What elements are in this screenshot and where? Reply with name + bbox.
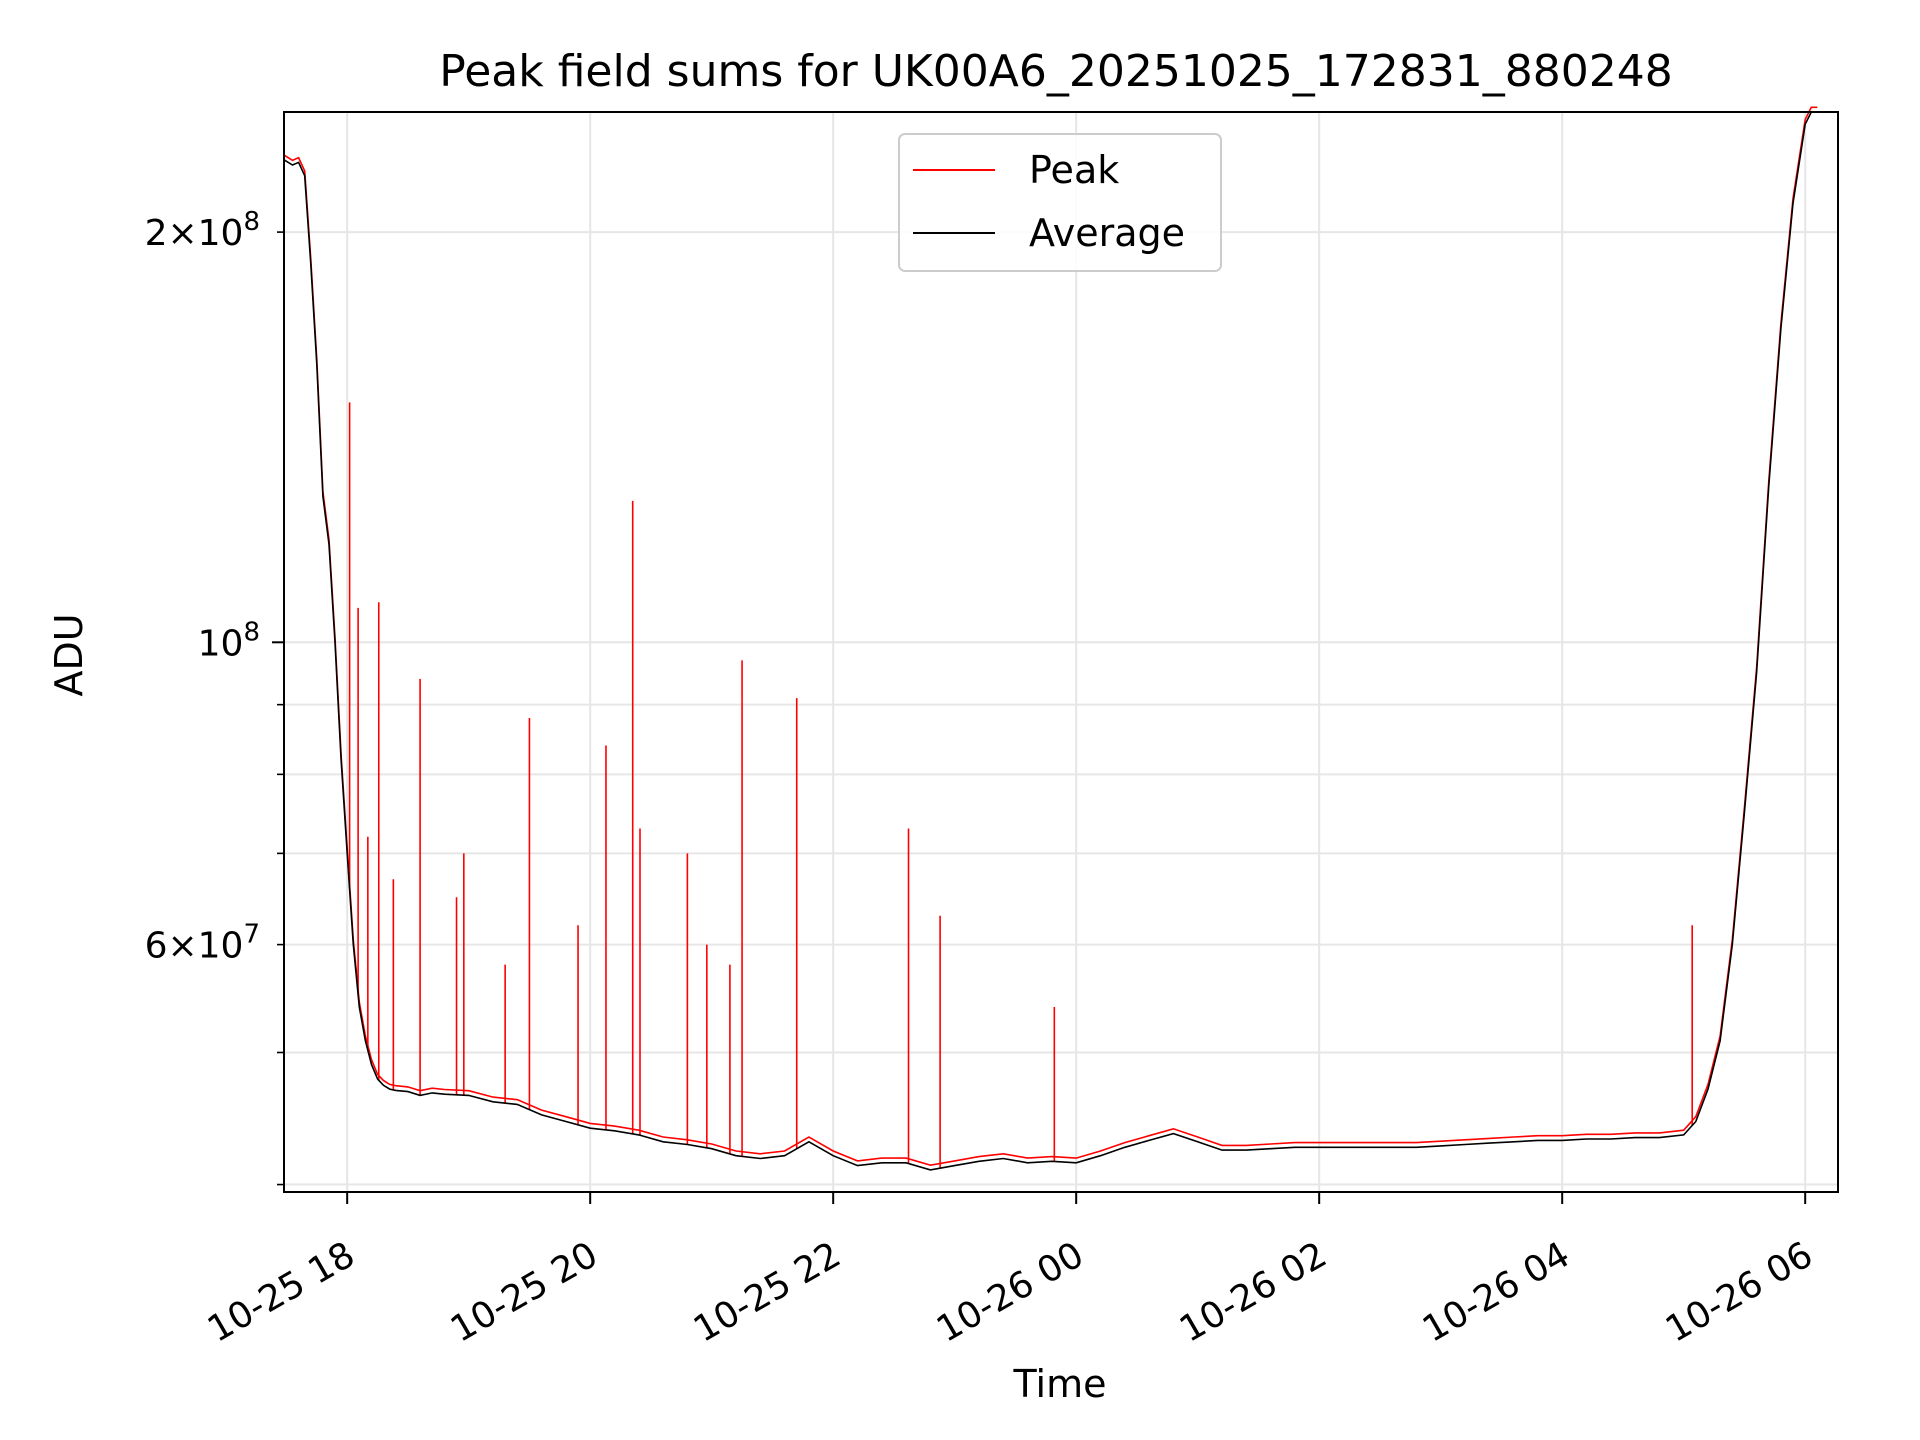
y-axis-label: ADU — [47, 613, 91, 696]
x-tick-label: 10-25 20 — [444, 1234, 605, 1350]
legend-box — [898, 133, 1222, 272]
plot-frame — [283, 111, 1839, 1193]
y-tick-label: 6×107 — [145, 920, 260, 967]
legend-label-average: Average — [1029, 211, 1185, 255]
y-tick-label: 108 — [198, 617, 260, 664]
x-tick-label: 10-26 02 — [1173, 1234, 1334, 1350]
x-tick-label: 10-25 18 — [201, 1234, 362, 1350]
x-axis-label: Time — [1013, 1362, 1107, 1406]
x-tick-label: 10-26 06 — [1659, 1234, 1820, 1350]
x-tick-label: 10-25 22 — [687, 1234, 848, 1350]
y-tick-label: 2×108 — [145, 207, 260, 254]
chart-title: Peak field sums for UK00A6_20251025_1728… — [439, 46, 1672, 97]
legend-label-peak: Peak — [1029, 148, 1119, 192]
series-line-average — [283, 111, 1818, 1171]
x-tick-label: 10-26 04 — [1416, 1234, 1577, 1350]
x-tick-label: 10-26 00 — [930, 1234, 1091, 1350]
series-line-peak — [283, 106, 1818, 1167]
